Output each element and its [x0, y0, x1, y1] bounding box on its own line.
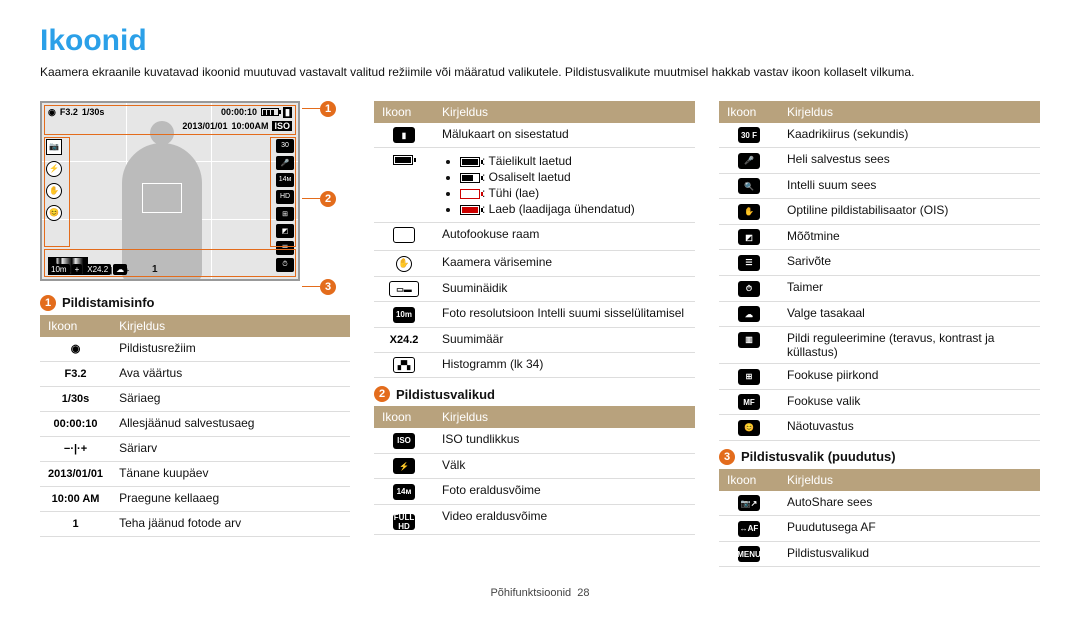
row-icon: ✋ [738, 204, 760, 220]
row-icon: ⏱ [738, 281, 760, 297]
af-frame-icon [393, 227, 415, 243]
row-desc: Teha jäänud fotode arv [111, 511, 350, 536]
row-desc: Pildistusvalikud [779, 541, 1040, 567]
row-icon: 1/30s [62, 391, 90, 407]
section-1-heading: 1 Pildistamisinfo [40, 295, 350, 311]
table-mid-top: IkoonKirjeldus ▮ Mälukaart on sisestatud… [374, 101, 695, 379]
page-intro: Kaamera ekraanile kuvatavad ikoonid muut… [40, 64, 1040, 81]
row-desc: Fookuse piirkond [779, 364, 1040, 390]
row-desc: Säriaeg [111, 386, 350, 411]
row-desc: ISO tundlikkus [434, 428, 695, 453]
row-icon: 📷↗ [738, 495, 760, 511]
zoomind-icon: ▭▬ [389, 281, 419, 297]
camera-screen-diagram: ◉ F3.2 1/30s 00:00:10 ▮ 2013/01/01 10:00… [40, 101, 320, 281]
row-icon: ⚡ [393, 458, 415, 474]
row-desc: Puudutusega AF [779, 516, 1040, 542]
row-icon: 😊 [738, 420, 760, 436]
table-right-top: IkoonKirjeldus 30 FKaadrikiirus (sekundi… [719, 101, 1040, 441]
memcard-icon: ▮ [393, 127, 415, 143]
row-icon: 10:00 AM [52, 491, 100, 507]
row-icon: ◉ [71, 341, 81, 357]
row-icon: 00:00:10 [54, 416, 98, 432]
row-desc: Heli salvestus sees [779, 148, 1040, 174]
tenm-badge: 10m [48, 264, 70, 275]
row-icon: 🎤 [738, 153, 760, 169]
row-desc: Taimer [779, 275, 1040, 301]
row-desc: Säriarv [111, 436, 350, 461]
battery-icon [393, 155, 413, 165]
row-icon: ▥ [738, 332, 760, 348]
row-icon: MF [738, 394, 760, 410]
memcard-desc: Mälukaart on sisestatud [434, 123, 695, 148]
shake-icon: ✋ [396, 256, 412, 272]
row-desc: AutoShare sees [779, 491, 1040, 516]
row-icon: ☰ [738, 255, 760, 271]
row-desc: Pildistusrežiim [111, 337, 350, 362]
row-desc: Välk [434, 453, 695, 479]
section-3-heading: 3 Pildistusvalik (puudutus) [719, 449, 1040, 465]
zoom-ratio: X24.2 [390, 332, 419, 348]
row-desc: Allesjäänud salvestusaeg [111, 411, 350, 436]
table-right-bot: IkoonKirjeldus 📷↗AutoShare sees↔AFPuudut… [719, 469, 1040, 568]
cam-right-icons: 30🎤14мHD ⊞◩☰⏱ [276, 139, 294, 272]
rec-time: 00:00:10 [221, 107, 257, 117]
histogram-icon: ▞▚ [393, 357, 415, 373]
row-desc: Kaadrikiirus (sekundis) [779, 123, 1040, 148]
page-footer: Põhifunktsioonid 28 [40, 587, 1040, 599]
row-icon: F3.2 [65, 366, 87, 382]
row-icon: 30 F [738, 127, 760, 143]
row-icon: −·|·+ [64, 441, 87, 457]
row-desc: Intelli suum sees [779, 173, 1040, 199]
row-desc: Fookuse valik [779, 389, 1040, 415]
row-icon: 2013/01/01 [48, 466, 103, 482]
row-icon: ⊞ [738, 369, 760, 385]
clock-text: 10:00AM [231, 121, 268, 131]
row-icon: ISO [393, 433, 415, 449]
column-left: ◉ F3.2 1/30s 00:00:10 ▮ 2013/01/01 10:00… [40, 101, 350, 568]
row-desc: Pildi reguleerimine (teravus, kontrast j… [779, 327, 1040, 364]
aperture-text: F3.2 [60, 107, 78, 117]
row-desc: Mõõtmine [779, 224, 1040, 250]
row-desc: Foto eraldusvõime [434, 479, 695, 505]
th-desc: Kirjeldus [111, 315, 350, 337]
section-2-heading: 2 Pildistusvalikud [374, 386, 695, 402]
res-icon: 10m [393, 307, 415, 323]
row-icon: 1 [72, 516, 78, 532]
row-desc: Ava väärtus [111, 361, 350, 386]
row-icon: ◩ [738, 229, 760, 245]
row-icon: 🔍 [738, 178, 760, 194]
zoom-badge: X24.2 [84, 264, 111, 275]
th-icon: Ikoon [40, 315, 111, 337]
callout-2: 2 [320, 191, 336, 207]
row-icon: ☁ [738, 306, 760, 322]
row-icon: ↔AF [738, 521, 760, 537]
row-desc: Näotuvastus [779, 415, 1040, 441]
battery-levels: : Täielikult laetud : Osaliselt laetud :… [434, 148, 695, 223]
row-desc: Tänane kuupäev [111, 461, 350, 486]
row-icon: MENU [738, 546, 760, 562]
column-middle: IkoonKirjeldus ▮ Mälukaart on sisestatud… [374, 101, 695, 568]
row-desc: Sarivõte [779, 250, 1040, 276]
table-pildistamisinfo: Ikoon Kirjeldus ◉ Pildistusrežiim F3.2 Ava … [40, 315, 350, 537]
row-desc: Video eraldusvõime [434, 504, 695, 534]
callout-3: 3 [320, 279, 336, 295]
callout-1: 1 [320, 101, 336, 117]
mode-icon: ◉ [48, 107, 56, 118]
iso-badge: ISO [272, 121, 292, 131]
content-columns: ◉ F3.2 1/30s 00:00:10 ▮ 2013/01/01 10:00… [40, 101, 1040, 568]
column-right: IkoonKirjeldus 30 FKaadrikiirus (sekundi… [719, 101, 1040, 568]
date-text: 2013/01/01 [182, 121, 227, 131]
page-title: Ikoonid [40, 24, 1040, 58]
row-desc: Optiline pildistabilisaator (OIS) [779, 199, 1040, 225]
table-mid-bot: IkoonKirjeldus ISOISO tundlikkus⚡Välk14м… [374, 406, 695, 535]
row-desc: Valge tasakaal [779, 301, 1040, 327]
row-icon: 14м [393, 484, 415, 500]
cam-left-icons: 📷 ⚡ ✋ 😊 [46, 139, 62, 221]
row-icon: FULL HD [393, 514, 415, 530]
shutter-text: 1/30s [82, 107, 105, 117]
row-desc: Praegune kellaaeg [111, 486, 350, 511]
